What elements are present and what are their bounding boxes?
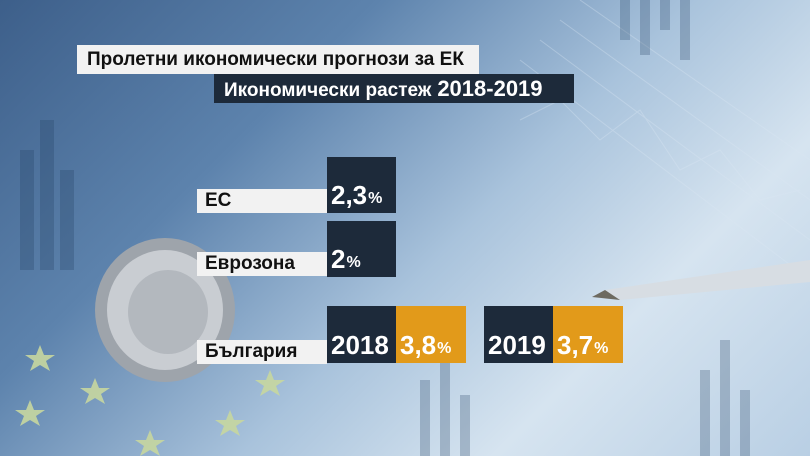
row-label-eurozone: Еврозона (197, 252, 327, 276)
bulgaria-value-2019: 3,7% (553, 306, 623, 363)
chart-title: Пролетни икономически прогнози за ЕК (77, 45, 479, 74)
value-eurozone-unit: % (346, 254, 361, 271)
bulgaria-value-2018: 3,8% (396, 306, 466, 363)
bulgaria-year-2019: 2019 (484, 306, 553, 363)
bulgaria-value-2019-unit: % (594, 340, 609, 357)
bulgaria-year-2019-label: 2019 (488, 330, 546, 360)
bulgaria-value-2018-unit: % (437, 340, 452, 357)
row-label-bulgaria: България (197, 340, 327, 364)
bulgaria-value-2018-number: 3,8 (400, 330, 437, 360)
subtitle-years: 2018-2019 (437, 76, 543, 101)
subtitle-text: Икономически растеж (224, 80, 432, 101)
row-label-eu: ЕС (197, 189, 327, 213)
value-eurozone: 2% (327, 221, 396, 277)
value-eurozone-number: 2 (331, 244, 346, 274)
value-eu-unit: % (368, 190, 383, 207)
bulgaria-year-2018: 2018 (327, 306, 396, 363)
bulgaria-value-2019-number: 3,7 (557, 330, 594, 360)
value-eu-number: 2,3 (331, 180, 368, 210)
bulgaria-year-2018-label: 2018 (331, 330, 389, 360)
value-eu: 2,3% (327, 157, 396, 213)
pen-image (592, 260, 810, 300)
chart-subtitle: Икономически растеж 2018-2019 (214, 74, 574, 103)
eu-stars-image (15, 345, 285, 456)
